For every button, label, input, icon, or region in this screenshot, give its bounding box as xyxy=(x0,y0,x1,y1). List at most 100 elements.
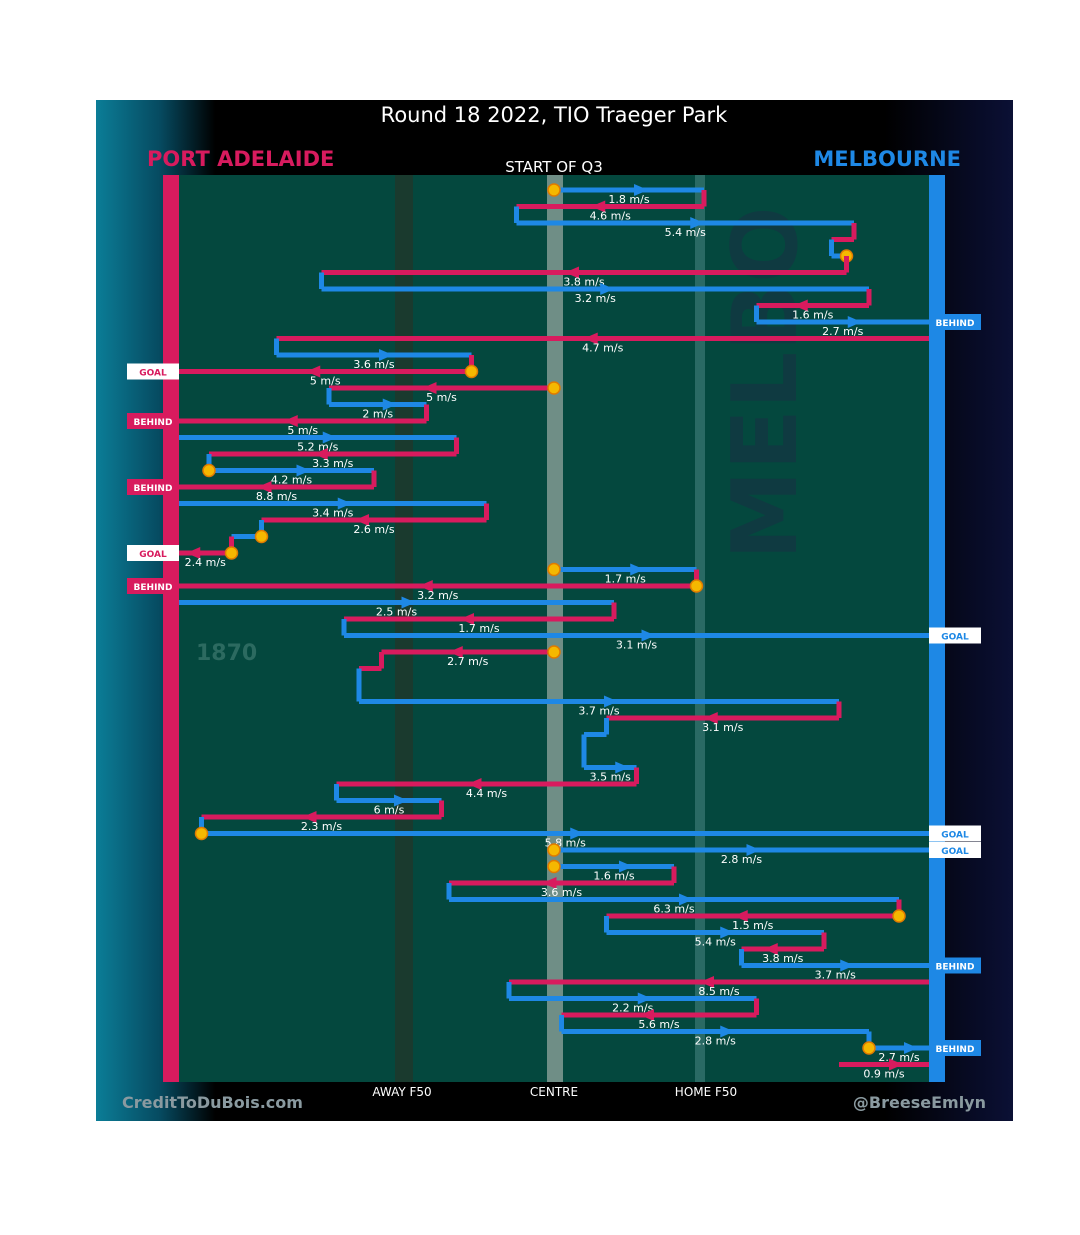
speed-label: 1.7 m/s xyxy=(458,622,499,635)
outcome-label: BEHIND xyxy=(134,484,173,494)
outcome-badge xyxy=(929,957,981,974)
direction-arrow xyxy=(690,217,705,229)
speed-label: 2.8 m/s xyxy=(721,853,762,866)
speed-label: 2.4 m/s xyxy=(185,556,226,569)
direction-arrow xyxy=(467,778,482,790)
credit-right: @BreeseEmlyn xyxy=(853,1093,986,1112)
stoppage-dot xyxy=(547,645,561,659)
outcome-label: GOAL xyxy=(139,369,167,379)
outcome-label: BEHIND xyxy=(936,1045,975,1055)
kick-legs: 1.8 m/s 4.6 m/s 5.4 m/s 3.8 m/s 3.2 m/s 1.6 m… xyxy=(179,183,929,1081)
direction-arrow xyxy=(679,893,693,906)
outcome-badge xyxy=(127,578,179,594)
speed-label: 5.6 m/s xyxy=(638,1018,679,1031)
outcome-label: GOAL xyxy=(941,847,969,857)
outcome-badge xyxy=(127,545,179,561)
speed-label: 1.7 m/s xyxy=(605,573,646,586)
outcome-badge xyxy=(929,314,981,330)
direction-arrow xyxy=(604,695,618,708)
speed-label: 3.6 m/s xyxy=(353,358,394,371)
direction-arrow xyxy=(337,497,352,510)
direction-arrow xyxy=(634,184,648,196)
speed-label: 3.7 m/s xyxy=(815,969,856,982)
stoppage-dot xyxy=(224,546,239,560)
direction-arrow xyxy=(703,712,718,724)
speed-label: 5.4 m/s xyxy=(695,936,736,949)
stoppage-dot xyxy=(254,529,269,544)
direction-arrow xyxy=(302,811,317,823)
speed-label: 6.3 m/s xyxy=(653,903,694,916)
speed-label: 3.2 m/s xyxy=(575,292,616,305)
speed-label: 2.7 m/s xyxy=(447,655,488,668)
speed-label: 5 m/s xyxy=(426,391,457,404)
speed-label: 4.2 m/s xyxy=(271,474,312,487)
stoppage-dot xyxy=(547,183,561,197)
speed-label: 0.9 m/s xyxy=(863,1068,904,1081)
speed-label: 2.7 m/s xyxy=(878,1051,919,1064)
direction-arrow xyxy=(401,596,416,609)
direction-arrow xyxy=(840,959,855,972)
outcome-label: GOAL xyxy=(941,831,969,841)
direction-arrow xyxy=(257,481,272,493)
direction-arrow xyxy=(186,547,201,559)
outcome-badge xyxy=(127,413,179,429)
direction-arrow xyxy=(583,332,598,345)
outcome-label: BEHIND xyxy=(134,583,173,593)
speed-label: 4.7 m/s xyxy=(582,342,623,355)
speed-label: 3.6 m/s xyxy=(541,886,582,899)
speed-label: 3.3 m/s xyxy=(312,457,353,470)
outcome-label: GOAL xyxy=(941,633,969,643)
melbourne-team-name: MELBOURNE xyxy=(813,147,961,171)
watermark-melbourne: MELBO xyxy=(713,207,818,561)
direction-arrow xyxy=(570,827,585,840)
stoppage-dot xyxy=(547,859,561,874)
port-adelaide-team-name: PORT ADELAIDE xyxy=(147,147,334,171)
speed-label: 3.1 m/s xyxy=(616,639,657,652)
direction-arrow xyxy=(355,514,369,526)
outcome-label: BEHIND xyxy=(134,418,173,428)
chart-panel: 1870 MELBO 1.8 m/s 4.6 m/s 5.4 m/s 3.8 m/s 3… xyxy=(96,100,1013,1121)
stoppage-dot xyxy=(194,826,209,841)
direction-arrow xyxy=(733,910,748,922)
direction-arrow xyxy=(619,860,633,873)
speed-label: 1.6 m/s xyxy=(792,309,833,322)
direction-arrow xyxy=(460,613,474,625)
outcome-badge xyxy=(127,479,179,495)
speed-label: 6 m/s xyxy=(374,804,405,817)
watermark-year: 1870 xyxy=(196,641,257,666)
direction-arrow xyxy=(615,761,630,774)
speed-label: 5.4 m/s xyxy=(665,226,706,239)
direction-arrow xyxy=(394,794,408,807)
stoppage-dot xyxy=(464,364,479,379)
speed-label: 2.2 m/s xyxy=(612,1002,653,1015)
kick-chain-chart: 1870 MELBO 1.8 m/s 4.6 m/s 5.4 m/s 3.8 m/s 3… xyxy=(122,103,986,1112)
speed-label: 3.8 m/s xyxy=(762,952,803,965)
speed-label: 2.8 m/s xyxy=(695,1035,736,1048)
direction-arrow xyxy=(640,1009,654,1021)
stoppage-dot xyxy=(892,909,906,923)
speed-label: 2 m/s xyxy=(362,408,393,421)
direction-arrow xyxy=(600,283,615,295)
direction-arrow xyxy=(448,646,463,658)
direction-arrow xyxy=(322,431,337,444)
home-f50-stripe xyxy=(695,175,705,1082)
credit-left: CreditToDuBois.com xyxy=(122,1093,303,1112)
direction-arrow xyxy=(630,563,645,576)
chart-title: Round 18 2022, TIO Traeger Park xyxy=(381,103,728,127)
centre-stripe xyxy=(547,175,563,1082)
stoppage-dot xyxy=(862,1041,876,1055)
direction-arrow xyxy=(542,877,557,889)
direction-arrow xyxy=(379,349,393,361)
stoppage-dot xyxy=(547,381,561,395)
speed-label: 3.4 m/s xyxy=(312,507,353,520)
direction-arrow xyxy=(641,629,656,642)
direction-arrow xyxy=(382,398,397,411)
speed-label: 3.2 m/s xyxy=(417,589,458,602)
stoppage-dot xyxy=(689,579,704,593)
speed-label: 1.6 m/s xyxy=(593,870,634,883)
speed-label: 3.7 m/s xyxy=(578,705,619,718)
speed-label: 4.4 m/s xyxy=(466,787,507,800)
speed-label: 2.3 m/s xyxy=(301,820,342,833)
direction-arrow xyxy=(422,382,437,394)
direction-arrow xyxy=(296,464,311,477)
